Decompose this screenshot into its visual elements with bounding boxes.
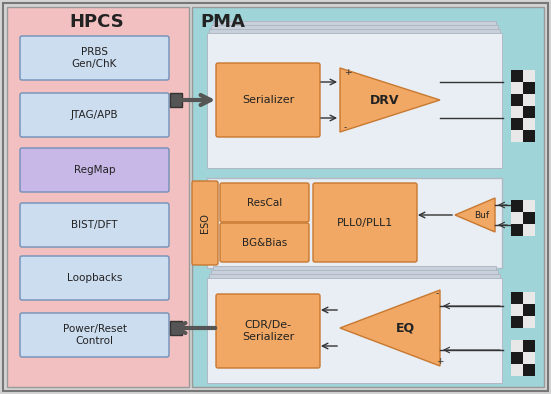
FancyBboxPatch shape — [20, 256, 169, 300]
Bar — [523, 106, 535, 118]
Text: Serializer: Serializer — [242, 95, 294, 105]
Text: -: - — [344, 123, 347, 132]
Bar — [511, 292, 523, 304]
Bar — [523, 224, 535, 236]
Text: CDR/De-
Serializer: CDR/De- Serializer — [242, 320, 294, 342]
Text: HPCS: HPCS — [69, 13, 125, 31]
Bar — [511, 304, 523, 316]
Bar — [523, 118, 535, 130]
Bar — [511, 94, 523, 106]
Text: PMA: PMA — [200, 13, 245, 31]
Bar — [7, 7, 189, 387]
Bar — [523, 304, 535, 316]
Text: BG&Bias: BG&Bias — [242, 238, 287, 247]
Polygon shape — [340, 68, 440, 132]
FancyBboxPatch shape — [20, 93, 169, 137]
Bar — [211, 270, 498, 383]
Text: RegMap: RegMap — [74, 165, 115, 175]
Bar — [207, 178, 502, 268]
Bar — [511, 224, 523, 236]
FancyBboxPatch shape — [20, 148, 169, 192]
FancyBboxPatch shape — [20, 36, 169, 80]
Bar — [211, 25, 498, 168]
Bar — [511, 340, 523, 352]
Bar — [523, 364, 535, 376]
Polygon shape — [340, 290, 440, 366]
FancyBboxPatch shape — [20, 203, 169, 247]
FancyBboxPatch shape — [216, 63, 320, 137]
Bar — [511, 364, 523, 376]
FancyBboxPatch shape — [216, 294, 320, 368]
Bar — [511, 352, 523, 364]
Bar — [511, 212, 523, 224]
Bar — [207, 278, 502, 383]
Bar — [511, 118, 523, 130]
Text: +: + — [344, 67, 352, 76]
Bar — [523, 82, 535, 94]
Text: ResCal: ResCal — [247, 197, 282, 208]
Text: +: + — [436, 357, 444, 366]
FancyBboxPatch shape — [313, 183, 417, 262]
Bar — [523, 316, 535, 328]
FancyBboxPatch shape — [220, 183, 309, 222]
Bar — [511, 316, 523, 328]
Bar — [523, 200, 535, 212]
Bar — [511, 82, 523, 94]
Polygon shape — [455, 198, 495, 232]
Text: JTAG/APB: JTAG/APB — [71, 110, 118, 120]
Bar — [511, 200, 523, 212]
FancyBboxPatch shape — [192, 181, 218, 265]
Bar — [170, 93, 182, 107]
Text: PLL0/PLL1: PLL0/PLL1 — [337, 217, 393, 227]
Bar — [511, 106, 523, 118]
Bar — [523, 212, 535, 224]
Bar — [523, 352, 535, 364]
Text: BIST/DFT: BIST/DFT — [71, 220, 118, 230]
Bar — [209, 29, 500, 168]
FancyBboxPatch shape — [220, 223, 309, 262]
FancyBboxPatch shape — [20, 313, 169, 357]
Text: Buf: Buf — [474, 210, 489, 219]
Text: ESO: ESO — [200, 213, 210, 233]
Bar — [170, 321, 182, 335]
Text: EQ: EQ — [396, 322, 414, 335]
Text: Power/Reset
Control: Power/Reset Control — [62, 324, 127, 346]
Text: PRBS
Gen/ChK: PRBS Gen/ChK — [72, 47, 117, 69]
Bar — [192, 7, 544, 387]
Text: -: - — [436, 290, 439, 299]
Bar — [523, 70, 535, 82]
Bar — [207, 33, 502, 168]
Bar — [209, 274, 500, 383]
Bar — [511, 130, 523, 142]
Bar — [213, 266, 496, 383]
Text: Loopbacks: Loopbacks — [67, 273, 122, 283]
Bar — [511, 70, 523, 82]
Bar — [523, 340, 535, 352]
Text: DRV: DRV — [370, 93, 399, 106]
Bar — [523, 292, 535, 304]
Bar — [523, 94, 535, 106]
Bar — [523, 130, 535, 142]
Bar — [213, 21, 496, 168]
